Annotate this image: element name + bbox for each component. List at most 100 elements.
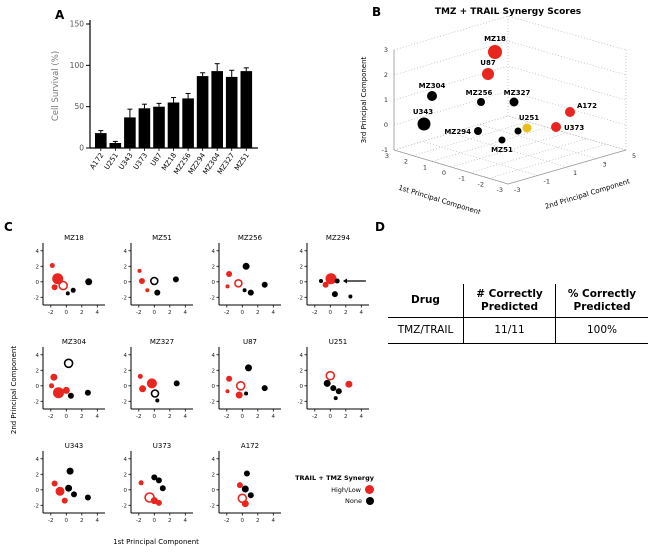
scatter-point [159,485,166,492]
table-header-num-correct: # Correctly Predicted [464,284,556,319]
svg-text:4: 4 [212,353,216,359]
panel-a-label: A [55,8,65,22]
svg-text:-3: -3 [497,186,503,194]
panel-c-y-axis-label: 2nd Principal Component [10,345,18,435]
svg-text:-2: -2 [34,503,39,509]
scatter-point [242,262,250,270]
scatter-point [149,276,159,286]
scatter-point [235,380,246,391]
svg-text:4: 4 [124,457,128,463]
svg-text:0: 0 [384,121,388,129]
scatter-point [71,491,77,498]
svg-text:0: 0 [300,384,304,390]
scatter-subplot-A172: A172 -2 0 2 4 -2 0 2 4 [210,442,281,524]
table-cell-drug: TMZ/TRAIL [388,318,464,345]
svg-text:-1: -1 [382,146,388,154]
svg-text:-3: -3 [514,186,520,194]
scatter3d-point [427,91,437,101]
table-header-pct-correct: % Correctly Predicted [556,284,648,319]
svg-text:0: 0 [241,414,245,420]
scatter-subplot-MZ294: MZ294 -2 0 2 4 -2 0 2 4 [298,234,369,316]
svg-text:2: 2 [212,264,216,270]
svg-text:-1: -1 [544,178,550,186]
svg-text:2: 2 [124,264,128,270]
svg-text:2: 2 [212,368,216,374]
svg-text:2: 2 [124,368,128,374]
svg-text:0: 0 [329,310,333,316]
scatter3d-point [474,127,482,135]
scatter-point [345,380,353,388]
svg-text:-2: -2 [34,399,39,405]
svg-text:0: 0 [65,414,69,420]
scatter-grid-plots: MZ18 -2 0 2 4 -2 0 2 4 MZ51 -2 0 2 4 -2 0 2 4 MZ256 -2 0 2 4 -2… [6,232,374,556]
scatter-point [65,484,73,492]
scatter-subplot-MZ256: MZ256 -2 0 2 4 -2 0 2 4 [210,234,281,316]
svg-text:2: 2 [168,518,172,524]
svg-text:-2: -2 [312,310,317,316]
svg-text:150: 150 [70,20,85,29]
scatter-point [85,278,93,286]
svg-text:2: 2 [36,368,40,374]
svg-text:1: 1 [423,163,427,171]
scatter3d-point [482,68,494,80]
svg-text:2: 2 [256,310,260,316]
svg-text:0: 0 [153,414,157,420]
panel-c-scatter-grid: MZ18 -2 0 2 4 -2 0 2 4 MZ51 -2 0 2 4 -2 0 2 4 MZ256 -2 0 2 4 -2… [6,232,374,556]
scatter3d-point [488,45,502,59]
svg-text:4: 4 [272,414,276,420]
point-label: U373 [564,124,584,132]
bar-category-label: U373 [132,152,149,172]
scatter-point [348,294,353,299]
svg-text:0: 0 [241,310,245,316]
svg-text:2: 2 [256,414,260,420]
scatter-point [261,385,268,392]
svg-text:0: 0 [300,280,304,286]
svg-text:4: 4 [360,414,364,420]
table-header-drug: Drug [388,284,464,319]
synergy-legend: TRAIL + TMZ Synergy High/Low None [292,474,374,508]
scatter-point [241,485,249,493]
svg-text:1: 1 [384,96,388,104]
svg-text:-2: -2 [122,295,127,301]
scatter-point [49,263,55,268]
bar [124,117,136,148]
point-label: U343 [413,108,433,116]
svg-text:2: 2 [300,264,304,270]
svg-text:4: 4 [36,457,40,463]
svg-text:0: 0 [65,518,69,524]
scatter-point [330,385,337,392]
scatter-point [70,287,76,293]
scatter-point [84,494,91,501]
scatter-subplot-U251: U251 -2 0 2 4 -2 0 2 4 [298,338,369,420]
svg-text:4: 4 [184,414,188,420]
svg-text:-2: -2 [298,295,303,301]
scatter-point [173,380,180,387]
subplot-title: U87 [243,338,257,346]
svg-text:1: 1 [573,169,577,177]
scatter-point [331,291,338,298]
scatter-point [155,499,162,506]
svg-text:-2: -2 [312,414,317,420]
svg-text:0: 0 [241,518,245,524]
scatter-point [50,373,58,381]
svg-text:-2: -2 [224,310,229,316]
svg-text:4: 4 [36,249,40,255]
y-axis-label: 2nd Principal Component [544,177,631,211]
scatter-point [150,389,160,398]
svg-text:2: 2 [300,368,304,374]
scatter-point [323,379,331,387]
scatter-point [335,388,342,395]
svg-text:3: 3 [603,161,607,169]
scatter-point [151,474,158,481]
scatter-point [172,276,179,283]
scatter-point [145,288,150,293]
svg-text:0: 0 [212,384,216,390]
scatter-point [67,392,74,399]
bar-category-label: MZ51 [233,152,251,173]
scatter-point [244,391,249,396]
scatter-point [245,364,252,372]
scatter-point [146,378,157,389]
scatter-point [52,273,64,285]
x-axis-label: 1st Principal Component [397,184,482,214]
